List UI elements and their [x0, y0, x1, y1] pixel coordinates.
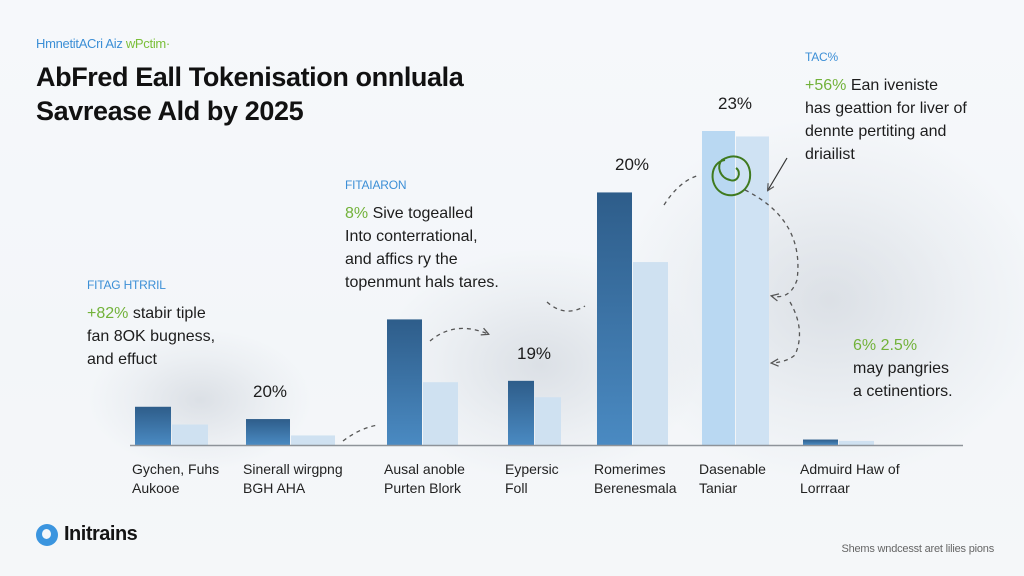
- category-label-line: Taniar: [699, 480, 738, 496]
- category-label-line: Purten Blork: [384, 480, 462, 496]
- annotation-label: TAC%: [805, 50, 838, 64]
- annotation-label: FITAIARON: [345, 178, 407, 192]
- bar-value-label: 20%: [614, 155, 650, 175]
- annotation-line: driailist: [805, 146, 855, 163]
- category-label-line: Ausal anoble: [384, 461, 465, 477]
- bar-primary-1: [246, 419, 290, 445]
- annotation-2: FITAIARON 8% Sive togealled Into conterr…: [345, 178, 499, 294]
- bar-secondary-6: [839, 440, 874, 445]
- annotation-line: Into conterrational,: [345, 228, 478, 245]
- bar-value-label: 19%: [516, 343, 552, 363]
- category-label-line: Lorrraar: [800, 480, 850, 496]
- annotation-line: 8% Sive togealled: [345, 205, 474, 222]
- arrow-connector: [342, 424, 379, 442]
- annotation-3: TAC% +56% Ean iveniste has geattion for …: [805, 50, 967, 166]
- category-label-line: Admuird Haw of: [800, 461, 900, 477]
- kicker-green: wPctim·: [125, 36, 170, 51]
- bar-value-label: 23%: [717, 94, 753, 113]
- pointer-arrow: [768, 157, 788, 190]
- bar-secondary-2: [423, 382, 458, 445]
- annotation-line: dennte pertiting and: [805, 123, 947, 140]
- annotation-line: and effuct: [87, 351, 157, 368]
- annotation-pct: 8%: [345, 205, 369, 222]
- category-label-line: Sinerall wirgpng: [243, 461, 343, 477]
- bar-primary-0: [135, 406, 171, 445]
- annotation-line: has geattion for liver of: [805, 100, 967, 117]
- title-line-1: AbFred Eall Tokenisation onnluala: [36, 62, 464, 92]
- kicker-blue: HmnetitACri Aiz: [36, 36, 123, 51]
- annotation-pct: +56%: [805, 77, 847, 94]
- category-label-line: Gychen, Fuhs: [132, 461, 220, 477]
- bar-primary-3: [508, 380, 534, 445]
- arrow-connector: [663, 174, 701, 206]
- category-label-line: Berenesmala: [594, 480, 677, 496]
- page-title: AbFred Eall Tokenisation onnluala Savrea…: [36, 60, 464, 128]
- bar-secondary-1: [291, 435, 335, 445]
- annotation-label: FITAG HTRRIL: [87, 278, 166, 292]
- annotation-pct: 6% 2.5%: [853, 337, 918, 354]
- brand-name: Initrains: [64, 523, 138, 545]
- bar-value-label: 20%: [252, 382, 288, 402]
- arrow-connector: [772, 301, 801, 363]
- category-label: Sinerall wirgpng BGH AHA: [243, 460, 343, 498]
- bar-primary-6: [803, 439, 838, 445]
- bar-primary-2: [387, 319, 422, 445]
- brand-logo-icon: [36, 523, 58, 546]
- category-label-line: Foll: [505, 480, 528, 496]
- annotation-line: and affics ry the: [345, 251, 458, 268]
- category-label: Ausal anoble Purten Blork: [384, 460, 465, 498]
- annotation-4: 6% 2.5% may pangries a cetinentiors.: [853, 334, 953, 403]
- category-label: Romerimes Berenesmala: [594, 460, 677, 498]
- annotation-1: FITAG HTRRIL +82% stabir tiple fan 8OK b…: [87, 278, 215, 371]
- bar-secondary-3: [535, 397, 561, 445]
- bar-primary-4: [597, 192, 632, 445]
- arrow-connector: [744, 189, 799, 297]
- annotation-line: +56% Ean iveniste: [805, 77, 938, 94]
- footer-note: Shems wndcesst aret lilies pions: [841, 543, 994, 555]
- annotation-line: may pangries: [853, 360, 950, 377]
- scribble-circle-icon: [711, 155, 752, 197]
- category-label-line: Aukooe: [132, 480, 180, 496]
- category-label-line: Eypersic: [505, 461, 559, 477]
- category-label-line: Romerimes: [594, 461, 666, 477]
- bar-secondary-4: [633, 262, 668, 445]
- annotation-pct: +82%: [87, 305, 129, 322]
- annotation-line: fan 8OK bugness,: [87, 328, 216, 345]
- category-label: Dasenable Taniar: [699, 460, 766, 498]
- bar-secondary-5: [736, 136, 769, 445]
- bar-secondary-0: [172, 424, 208, 445]
- category-label: Admuird Haw of Lorrraar: [800, 460, 900, 498]
- kicker: HmnetitACri Aiz wPctim·: [36, 36, 170, 51]
- annotation-line: topenmunt hals tares.: [345, 274, 499, 291]
- annotation-line: a cetinentiors.: [853, 383, 953, 400]
- category-label-line: BGH AHA: [243, 480, 306, 496]
- bar-primary-5: [702, 131, 735, 445]
- brand-logo: Initrains: [36, 523, 138, 546]
- title-line-2: Savrease Ald by 2025: [36, 96, 304, 126]
- arrow-connector: [429, 328, 488, 342]
- annotation-line: +82% stabir tiple: [87, 305, 206, 322]
- arrow-connector: [546, 301, 586, 312]
- category-label: Eypersic Foll: [505, 460, 559, 498]
- category-label: Gychen, Fuhs Aukooe: [132, 460, 219, 498]
- category-label-line: Dasenable: [699, 461, 766, 477]
